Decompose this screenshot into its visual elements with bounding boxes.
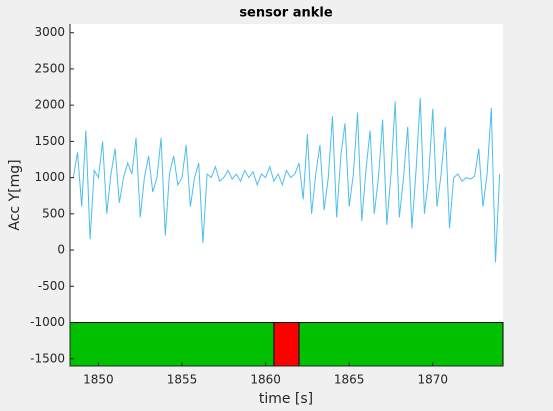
x-tick-label: 1865 xyxy=(334,373,365,387)
x-tick-label: 1855 xyxy=(167,373,198,387)
y-tick-label: 500 xyxy=(42,206,65,220)
y-tick-label: 1500 xyxy=(34,134,65,148)
x-axis-label: time [s] xyxy=(259,391,313,407)
y-tick-label: 2000 xyxy=(34,98,65,112)
y-tick-label: -500 xyxy=(38,279,65,293)
state-band xyxy=(298,322,504,367)
y-tick-label: 2500 xyxy=(34,61,65,75)
y-axis-label: Acc Y[mg] xyxy=(7,159,23,230)
state-band xyxy=(69,322,275,367)
y-tick-label: -1000 xyxy=(30,315,65,329)
data-line xyxy=(72,97,501,263)
chart-title: sensor ankle xyxy=(239,6,333,21)
y-tick-label: 1000 xyxy=(34,170,65,184)
x-tick-label: 1850 xyxy=(83,373,114,387)
y-tick-label: 3000 xyxy=(34,25,65,39)
x-tick-label: 1870 xyxy=(418,373,449,387)
y-tick-label: 0 xyxy=(57,243,65,257)
y-tick-label: -1500 xyxy=(30,351,65,365)
state-band xyxy=(273,322,300,367)
x-tick-label: 1860 xyxy=(250,373,281,387)
